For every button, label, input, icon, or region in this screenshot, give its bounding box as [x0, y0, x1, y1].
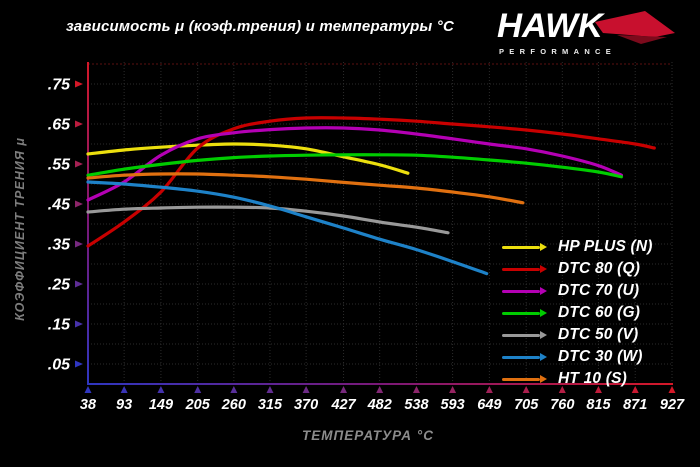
x-tick-arrow-icon [340, 386, 348, 393]
y-tick-arrow-icon [75, 320, 83, 328]
legend-swatch-icon [502, 375, 549, 383]
legend: HP PLUS (N) DTC 80 (Q) DTC 70 (U) DTC 60 (G… [502, 236, 653, 390]
hawk-logo: HAWK PERFORMANCE [497, 7, 677, 56]
curve-dtc-60-g- [86, 153, 623, 179]
curve-ht-10-s- [86, 172, 525, 205]
legend-item: DTC 50 (V) [502, 324, 653, 346]
x-tick-arrow-icon [594, 386, 602, 393]
legend-swatch-icon [502, 243, 549, 251]
legend-item-label: DTC 60 (G) [558, 304, 641, 321]
svg-text:.05: .05 [48, 357, 71, 374]
x-tick-arrow-icon [522, 386, 530, 393]
curve-dtc-50-v- [86, 205, 450, 235]
x-tick-arrow-icon [302, 386, 310, 393]
legend-item: DTC 60 (G) [502, 302, 653, 324]
curve-dtc-30-w- [86, 180, 489, 276]
legend-item-label: HT 10 (S) [558, 370, 627, 387]
x-tick-arrow-icon [485, 386, 493, 393]
svg-text:.35: .35 [48, 237, 71, 254]
x-tick-arrow-icon [194, 386, 202, 393]
curve-hp-plus-n- [86, 142, 410, 175]
legend-item: DTC 70 (U) [502, 280, 653, 302]
curve-dtc-70-u- [86, 126, 623, 202]
y-tick-arrow-icon [75, 120, 83, 128]
svg-text:760: 760 [550, 397, 574, 413]
svg-text:649: 649 [477, 397, 501, 413]
curve-dtc-80-q- [86, 116, 656, 248]
x-tick-arrow-icon [376, 386, 384, 393]
legend-item-label: DTC 70 (U) [558, 282, 640, 299]
legend-swatch-icon [502, 287, 549, 295]
y-tick-arrow-icon [75, 280, 83, 288]
x-tick-arrow-icon [266, 386, 274, 393]
legend-item: DTC 80 (Q) [502, 258, 653, 280]
x-axis-title: ТЕМПЕРАТУРА °C [302, 428, 434, 443]
x-tick-arrow-icon [449, 386, 457, 393]
legend-swatch-icon [502, 331, 549, 339]
legend-swatch-icon [502, 353, 549, 361]
svg-text:260: 260 [221, 397, 246, 413]
y-tick-labels: .75 .65 .55 .45 .35 .25 .15 .05 [48, 77, 83, 374]
x-tick-labels: 38 93 149 205 260 315 370 427 482 538 593 649 705 760… [80, 386, 685, 413]
svg-text:.75: .75 [48, 77, 71, 94]
x-tick-arrow-icon [157, 386, 165, 393]
y-tick-arrow-icon [75, 360, 83, 368]
x-tick-arrow-icon [558, 386, 566, 393]
legend-item-label: DTC 50 (V) [558, 326, 639, 343]
x-tick-arrow-icon [668, 386, 676, 393]
svg-text:427: 427 [330, 397, 356, 413]
svg-text:.55: .55 [48, 157, 71, 174]
legend-item-label: DTC 30 (W) [558, 348, 643, 365]
hawk-brand-text: HAWK [497, 7, 603, 45]
legend-item: HP PLUS (N) [502, 236, 653, 258]
svg-text:705: 705 [514, 397, 539, 413]
svg-text:93: 93 [116, 397, 132, 413]
y-tick-arrow-icon [75, 80, 83, 88]
x-tick-arrow-icon [84, 386, 92, 393]
svg-text:315: 315 [258, 397, 283, 413]
y-tick-arrow-icon [75, 200, 83, 208]
svg-text:.65: .65 [48, 117, 71, 134]
svg-text:149: 149 [149, 397, 173, 413]
legend-item-label: DTC 80 (Q) [558, 260, 641, 277]
hawk-wing-icon [595, 11, 675, 44]
svg-text:.45: .45 [48, 197, 71, 214]
legend-swatch-icon [502, 309, 549, 317]
svg-text:205: 205 [185, 397, 211, 413]
series-curves [86, 116, 656, 276]
x-tick-arrow-icon [412, 386, 420, 393]
legend-item: HT 10 (S) [502, 368, 653, 390]
svg-text:38: 38 [80, 397, 97, 413]
svg-text:538: 538 [404, 397, 429, 413]
svg-text:593: 593 [440, 397, 464, 413]
legend-swatch-icon [502, 265, 549, 273]
x-tick-arrow-icon [120, 386, 128, 393]
svg-text:.25: .25 [48, 277, 71, 294]
y-tick-arrow-icon [75, 240, 83, 248]
y-tick-arrow-icon [75, 160, 83, 168]
x-tick-arrow-icon [230, 386, 238, 393]
hawk-performance-text: PERFORMANCE [499, 47, 617, 56]
svg-text:.15: .15 [48, 317, 71, 334]
svg-text:871: 871 [623, 397, 647, 413]
legend-item: DTC 30 (W) [502, 346, 653, 368]
legend-item-label: HP PLUS (N) [558, 238, 653, 255]
chart-title: зависимость μ (коэф.трения) и температур… [65, 18, 455, 35]
svg-text:927: 927 [660, 397, 685, 413]
svg-text:815: 815 [586, 397, 611, 413]
svg-text:482: 482 [367, 397, 392, 413]
x-tick-arrow-icon [631, 386, 639, 393]
svg-text:370: 370 [294, 397, 318, 413]
y-axis-title: КОЭФФИЦИЕНТ ТРЕНИЯ μ [13, 137, 27, 321]
